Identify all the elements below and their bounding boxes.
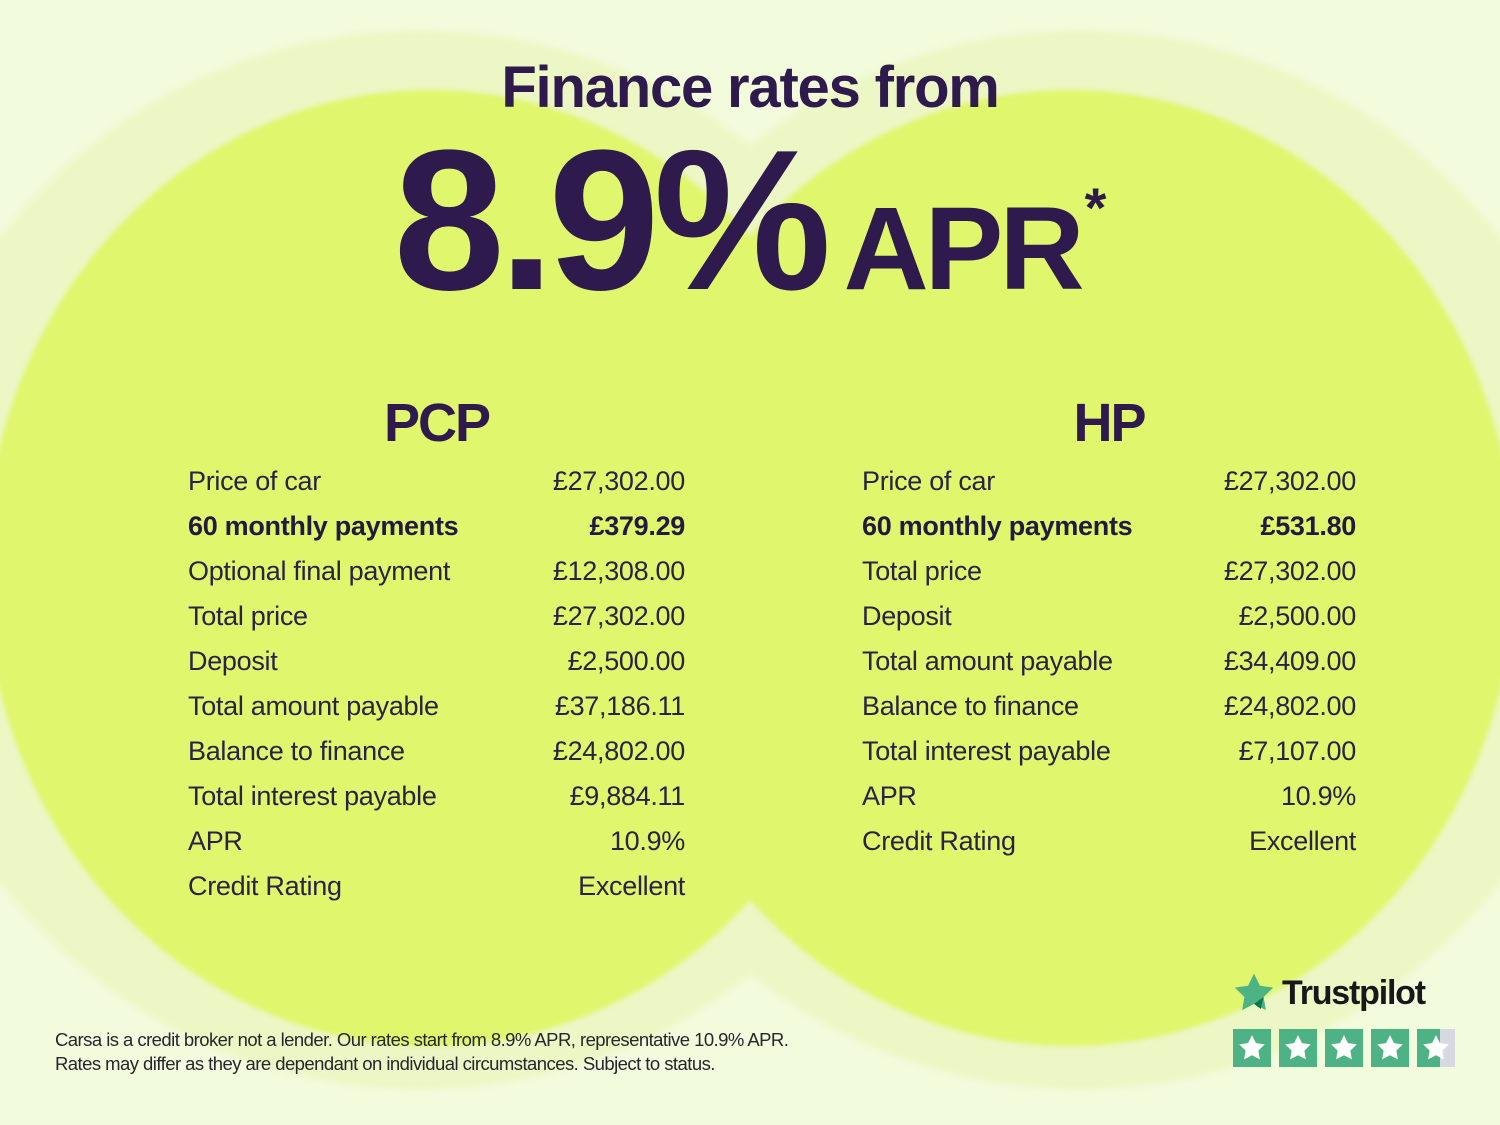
hp-table: Price of car £27,302.00 60 monthly payment…: [862, 459, 1356, 864]
trustpilot-wordmark: Trustpilot: [1282, 973, 1426, 1012]
row-value: £7,107.00: [1238, 736, 1357, 766]
finance-row: APR 10.9%: [862, 774, 1356, 819]
row-label: Price of car: [188, 466, 321, 496]
row-label: Optional final payment: [188, 556, 451, 586]
disclaimer: Carsa is a credit broker not a lender. O…: [55, 1028, 789, 1076]
row-label: Total price: [188, 601, 308, 631]
row-value: £37,186.11: [554, 691, 685, 721]
finance-row: 60 monthly payments £531.80: [862, 504, 1356, 549]
rate-unit: APR*: [843, 180, 1106, 309]
row-value: Excellent: [1249, 826, 1356, 856]
row-value: £27,302.00: [552, 601, 685, 631]
row-label: Credit Rating: [862, 826, 1016, 856]
row-value: £379.29: [589, 511, 686, 541]
finance-row: Deposit £2,500.00: [188, 639, 685, 684]
row-value: £34,409.00: [1223, 646, 1356, 676]
finance-row: APR 10.9%: [188, 819, 685, 864]
hp-heading: HP: [1073, 393, 1146, 453]
finance-row: Deposit £2,500.00: [862, 594, 1356, 639]
rating-star-box: [1233, 1029, 1271, 1067]
row-value: £27,302.00: [1223, 466, 1356, 496]
finance-row: Price of car £27,302.00: [188, 459, 685, 504]
row-value: £24,802.00: [1223, 691, 1356, 721]
finance-row: Optional final payment £12,308.00: [188, 549, 685, 594]
row-label: Total amount payable: [862, 646, 1113, 676]
row-label: Balance to finance: [862, 691, 1079, 721]
row-value: £27,302.00: [1223, 556, 1356, 586]
row-value: £9,884.11: [569, 781, 686, 811]
finance-row: Total amount payable £37,186.11: [188, 684, 685, 729]
row-label: Deposit: [862, 601, 952, 631]
row-label: APR: [862, 781, 917, 811]
finance-row: Total price £27,302.00: [188, 594, 685, 639]
rate-value: 8.9%: [393, 109, 832, 332]
pcp-table: Price of car £27,302.00 60 monthly payment…: [188, 459, 685, 909]
row-label: Credit Rating: [188, 871, 342, 901]
finance-row: Total price £27,302.00: [862, 549, 1356, 594]
finance-row: Total interest payable £7,107.00: [862, 729, 1356, 774]
disclaimer-line-1: Carsa is a credit broker not a lender. O…: [55, 1029, 789, 1050]
finance-row: 60 monthly payments £379.29: [188, 504, 685, 549]
background-circle-right: [625, 90, 1500, 1046]
hp-panel: HP Price of car £27,302.00 60 monthly paym…: [862, 392, 1356, 864]
rating-star-box: [1325, 1029, 1363, 1067]
row-value: 10.9%: [609, 826, 685, 856]
row-label: Total amount payable: [188, 691, 439, 721]
row-value: £2,500.00: [567, 646, 686, 676]
pcp-heading: PCP: [383, 393, 491, 453]
rate-headline: 8.9% APR*: [0, 121, 1500, 321]
trustpilot-block: Trustpilot: [1233, 972, 1457, 1067]
finance-row: Balance to finance £24,802.00: [188, 729, 685, 774]
row-value: £24,802.00: [552, 736, 685, 766]
disclaimer-line-2: Rates may differ as they are dependant o…: [55, 1053, 715, 1074]
row-label: Total interest payable: [188, 781, 437, 811]
trustpilot-star-icon: [1233, 972, 1275, 1014]
row-label: 60 monthly payments: [188, 511, 459, 541]
finance-row: Balance to finance £24,802.00: [862, 684, 1356, 729]
finance-row: Credit Rating Excellent: [188, 864, 685, 909]
row-value: £27,302.00: [552, 466, 685, 496]
row-label: Total interest payable: [862, 736, 1111, 766]
row-label: Balance to finance: [188, 736, 405, 766]
rating-star-box: [1417, 1029, 1455, 1067]
row-value: £2,500.00: [1238, 601, 1357, 631]
row-label: APR: [188, 826, 243, 856]
rate-unit-label: APR: [843, 183, 1084, 315]
finance-row: Credit Rating Excellent: [862, 819, 1356, 864]
row-value: Excellent: [578, 871, 685, 901]
row-label: Deposit: [188, 646, 278, 676]
row-value: £531.80: [1260, 511, 1357, 541]
row-label: Total price: [862, 556, 982, 586]
finance-row: Total interest payable £9,884.11: [188, 774, 685, 819]
asterisk: *: [1084, 176, 1107, 239]
finance-row: Total amount payable £34,409.00: [862, 639, 1356, 684]
row-value: 10.9%: [1280, 781, 1356, 811]
row-label: Price of car: [862, 466, 995, 496]
rating-star-box: [1279, 1029, 1317, 1067]
row-value: £12,308.00: [552, 556, 685, 586]
finance-row: Price of car £27,302.00: [862, 459, 1356, 504]
pcp-panel: PCP Price of car £27,302.00 60 monthly pay…: [188, 392, 685, 909]
trustpilot-logo: Trustpilot: [1233, 972, 1457, 1014]
rating-star-box: [1371, 1029, 1409, 1067]
page-title: Finance rates from: [501, 55, 1000, 120]
trustpilot-rating-stars: [1233, 1029, 1457, 1067]
row-label: 60 monthly payments: [862, 511, 1133, 541]
